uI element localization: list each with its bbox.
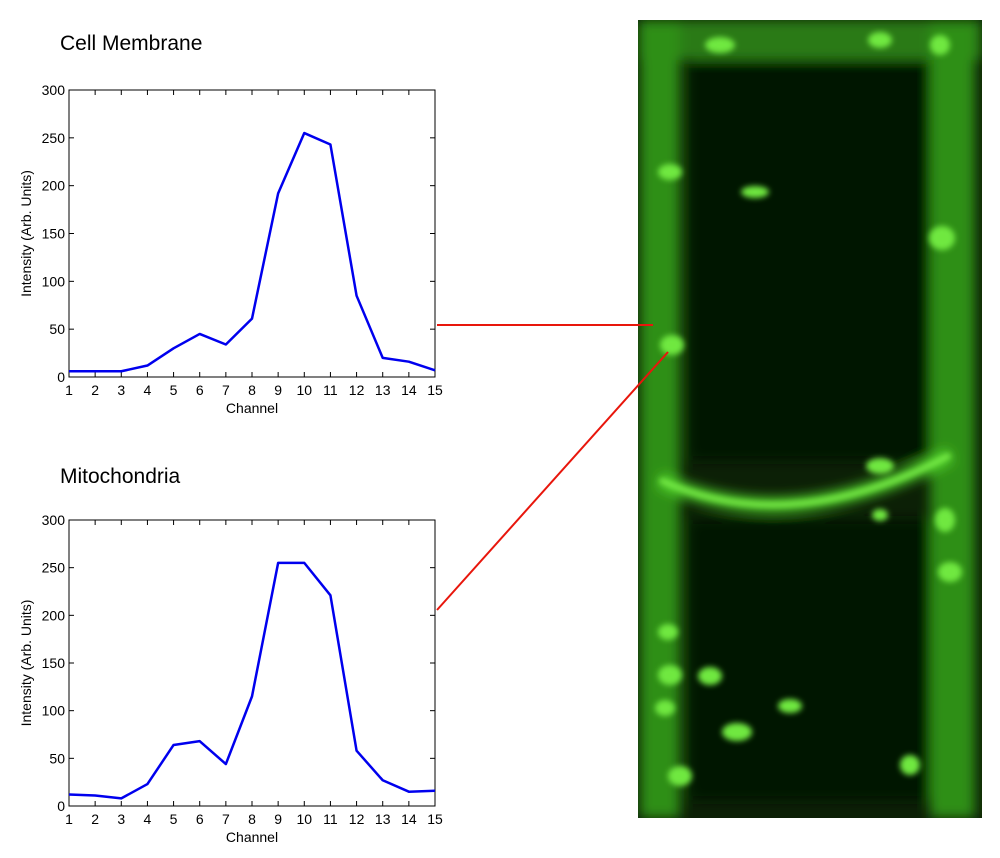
y-tick-label: 100 <box>42 703 66 719</box>
y-tick-label: 200 <box>42 607 66 623</box>
x-tick-label: 4 <box>144 382 152 398</box>
x-tick-label: 1 <box>65 811 73 827</box>
x-tick-label: 9 <box>274 382 282 398</box>
x-tick-label: 3 <box>117 811 125 827</box>
y-axis-label: Intensity (Arb. Units) <box>18 170 34 297</box>
y-tick-label: 150 <box>42 226 66 242</box>
x-tick-label: 10 <box>296 811 312 827</box>
x-tick-label: 12 <box>349 382 365 398</box>
microscopy-image <box>638 20 982 818</box>
x-tick-label: 10 <box>296 382 312 398</box>
y-tick-label: 0 <box>57 369 65 385</box>
x-tick-label: 5 <box>170 382 178 398</box>
x-axis-label: Channel <box>226 829 278 845</box>
x-tick-label: 8 <box>248 382 256 398</box>
x-tick-label: 8 <box>248 811 256 827</box>
x-tick-label: 11 <box>323 811 338 827</box>
y-tick-label: 250 <box>42 560 66 576</box>
y-tick-label: 100 <box>42 273 66 289</box>
x-tick-label: 7 <box>222 811 230 827</box>
chart-title: Cell Membrane <box>60 32 202 55</box>
y-tick-label: 150 <box>42 655 66 671</box>
y-tick-label: 200 <box>42 178 66 194</box>
y-tick-label: 50 <box>49 750 65 766</box>
x-tick-label: 6 <box>196 382 204 398</box>
x-tick-label: 13 <box>375 382 391 398</box>
x-tick-label: 14 <box>401 382 417 398</box>
x-tick-label: 4 <box>144 811 152 827</box>
x-tick-label: 13 <box>375 811 391 827</box>
connector-line <box>436 351 669 611</box>
y-tick-label: 50 <box>49 321 65 337</box>
y-tick-label: 0 <box>57 798 65 814</box>
y-axis-label: Intensity (Arb. Units) <box>18 600 34 727</box>
plot-frame <box>68 89 436 378</box>
x-tick-label: 14 <box>401 811 417 827</box>
x-tick-label: 5 <box>170 811 178 827</box>
x-tick-label: 9 <box>274 811 282 827</box>
y-tick-label: 300 <box>42 82 66 98</box>
x-tick-label: 2 <box>91 382 99 398</box>
x-tick-label: 2 <box>91 811 99 827</box>
y-tick-label: 300 <box>42 512 66 528</box>
x-tick-label: 7 <box>222 382 230 398</box>
plot-frame <box>68 519 436 807</box>
x-tick-label: 3 <box>117 382 125 398</box>
x-tick-label: 11 <box>323 382 338 398</box>
x-tick-label: 1 <box>65 382 73 398</box>
x-tick-label: 15 <box>427 382 443 398</box>
data-line <box>69 131 436 373</box>
x-axis-label: Channel <box>226 400 278 416</box>
y-tick-label: 250 <box>42 130 66 146</box>
x-tick-label: 6 <box>196 811 204 827</box>
x-tick-label: 12 <box>349 811 365 827</box>
chart-title: Mitochondria <box>60 465 181 488</box>
data-line <box>68 561 436 800</box>
x-tick-label: 15 <box>427 811 443 827</box>
